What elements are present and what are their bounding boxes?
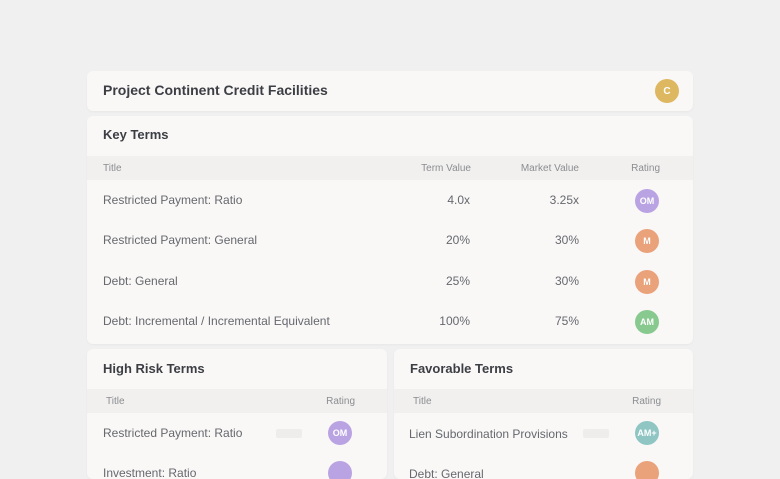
row-title: Restricted Payment: General: [103, 233, 258, 247]
rating-badge: M: [635, 229, 659, 253]
high-risk-table-header: Title Rating: [87, 389, 387, 413]
table-row[interactable]: Debt: Incremental / Incremental Equivale…: [87, 301, 693, 341]
row-term-value: 25%: [445, 274, 470, 288]
table-row[interactable]: Debt: General 25% 30% M: [87, 261, 693, 301]
key-terms-title: Key Terms: [103, 127, 169, 142]
row-title: Debt: General: [103, 274, 178, 288]
row-market-value: 3.25x: [549, 193, 579, 207]
row-market-value: 30%: [554, 233, 579, 247]
row-title: Debt: Incremental / Incremental Equivale…: [103, 314, 330, 328]
row-term-value: 20%: [445, 233, 470, 247]
table-row[interactable]: Investment: Ratio: [87, 453, 387, 479]
column-header-title[interactable]: Title: [413, 396, 432, 407]
row-term-value: 4.0x: [447, 193, 470, 207]
column-header-rating[interactable]: Rating: [632, 396, 661, 407]
row-title: Debt: General: [409, 467, 484, 479]
column-header-title[interactable]: Title: [103, 163, 122, 174]
high-risk-terms-card: High Risk Terms Title Rating Restricted …: [87, 349, 387, 479]
column-header-rating[interactable]: Rating: [631, 163, 660, 174]
value-placeholder: [583, 429, 609, 438]
column-header-market-value[interactable]: Market Value: [520, 163, 579, 174]
rating-badge: AM+: [635, 421, 659, 445]
table-row[interactable]: Lien Subordination Provisions AM+: [394, 413, 693, 453]
key-terms-table-header: Title Term Value Market Value Rating: [87, 156, 693, 180]
row-title: Restricted Payment: Ratio: [103, 193, 243, 207]
user-avatar[interactable]: C: [655, 79, 679, 103]
row-title: Lien Subordination Provisions: [409, 427, 568, 441]
rating-badge: OM: [635, 189, 659, 213]
row-title: Investment: Ratio: [103, 466, 197, 479]
favorable-terms-card: Favorable Terms Title Rating Lien Subord…: [394, 349, 693, 479]
rating-badge: [328, 461, 352, 479]
page-header: Project Continent Credit Facilities C: [87, 71, 693, 111]
table-row[interactable]: Restricted Payment: General 20% 30% M: [87, 220, 693, 260]
row-title: Restricted Payment: Ratio: [103, 426, 243, 440]
table-row[interactable]: Restricted Payment: Ratio 4.0x 3.25x OM: [87, 180, 693, 220]
rating-badge: OM: [328, 421, 352, 445]
rating-badge: [635, 461, 659, 479]
column-header-rating[interactable]: Rating: [326, 396, 355, 407]
column-header-term-value[interactable]: Term Value: [421, 163, 471, 174]
key-terms-card: Key Terms Title Term Value Market Value …: [87, 116, 693, 344]
favorable-table-header: Title Rating: [394, 389, 693, 413]
column-header-title[interactable]: Title: [106, 396, 125, 407]
row-market-value: 75%: [554, 314, 579, 328]
table-row[interactable]: Debt: General: [394, 453, 693, 479]
row-market-value: 30%: [554, 274, 579, 288]
value-placeholder: [276, 429, 302, 438]
page-title: Project Continent Credit Facilities: [103, 82, 328, 98]
rating-badge: M: [635, 270, 659, 294]
high-risk-terms-title: High Risk Terms: [103, 361, 205, 376]
table-row[interactable]: Restricted Payment: Ratio OM: [87, 413, 387, 453]
favorable-terms-title: Favorable Terms: [410, 361, 514, 376]
rating-badge: AM: [635, 310, 659, 334]
row-term-value: 100%: [439, 314, 470, 328]
